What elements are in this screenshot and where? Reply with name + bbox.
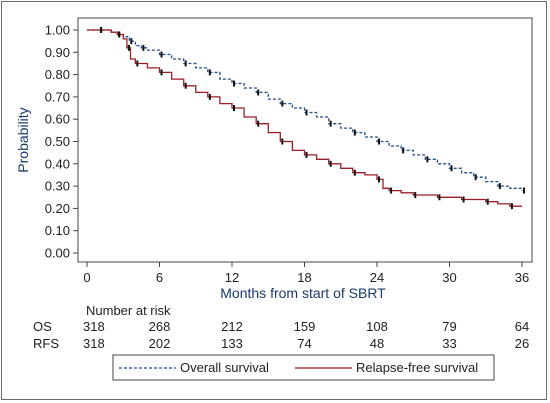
y-tick-label: 0.70 [45, 89, 70, 104]
y-tick-label: 1.00 [45, 23, 70, 38]
risk-value: 212 [221, 319, 243, 334]
risk-table-header: Number at risk [86, 303, 171, 318]
x-tick-label: 18 [297, 270, 311, 285]
y-tick-label: 0.80 [45, 67, 70, 82]
series-line-overall-survival [87, 29, 523, 191]
risk-row-label: RFS [33, 336, 59, 351]
y-tick-label: 0.50 [45, 134, 70, 149]
risk-value: 48 [370, 336, 384, 351]
legend: Overall survival Relapse-free survival [112, 354, 495, 381]
risk-value: 268 [149, 319, 171, 334]
risk-value: 79 [442, 319, 456, 334]
risk-row-label: OS [33, 319, 52, 334]
y-tick-label: 0.40 [45, 156, 70, 171]
risk-value: 318 [83, 336, 105, 351]
y-tick-label: 0.90 [45, 45, 70, 60]
plot-area: 0.00 0.10 0.20 0.30 0.40 0.50 0.60 0.70 0.80 0.90… [45, 17, 533, 285]
risk-value: 159 [294, 319, 316, 334]
risk-value: 64 [515, 319, 529, 334]
risk-value: 26 [515, 336, 529, 351]
y-tick-label: 0.30 [45, 179, 70, 194]
x-tick-label: 30 [442, 270, 456, 285]
risk-value: 33 [442, 336, 456, 351]
x-tick-label: 12 [225, 270, 239, 285]
y-tick-label: 0.20 [45, 201, 70, 216]
risk-value: 202 [149, 336, 171, 351]
x-tick-label: 6 [156, 270, 163, 285]
x-tick-label: 0 [83, 270, 90, 285]
x-tick-label: 36 [515, 270, 529, 285]
x-tick-label: 24 [370, 270, 384, 285]
legend-label-relapse-free-survival: Relapse-free survival [356, 360, 478, 375]
risk-value: 318 [83, 319, 105, 334]
y-tick-label: 0.00 [45, 246, 70, 261]
y-axis-title: Probability [15, 107, 31, 172]
risk-value: 133 [221, 336, 243, 351]
x-axis-title: Months from start of SBRT [220, 285, 386, 301]
y-tick-label: 0.10 [45, 223, 70, 238]
risk-table: OS 318 268 212 159 108 79 64 RFS 318 202 133 74 48 33 2… [33, 319, 529, 351]
plot-border [77, 17, 533, 263]
risk-value: 74 [297, 336, 311, 351]
legend-label-overall-survival: Overall survival [180, 360, 269, 375]
series-line-relapse-free-survival [87, 29, 522, 207]
risk-value: 108 [366, 319, 388, 334]
y-tick-label: 0.60 [45, 112, 70, 127]
